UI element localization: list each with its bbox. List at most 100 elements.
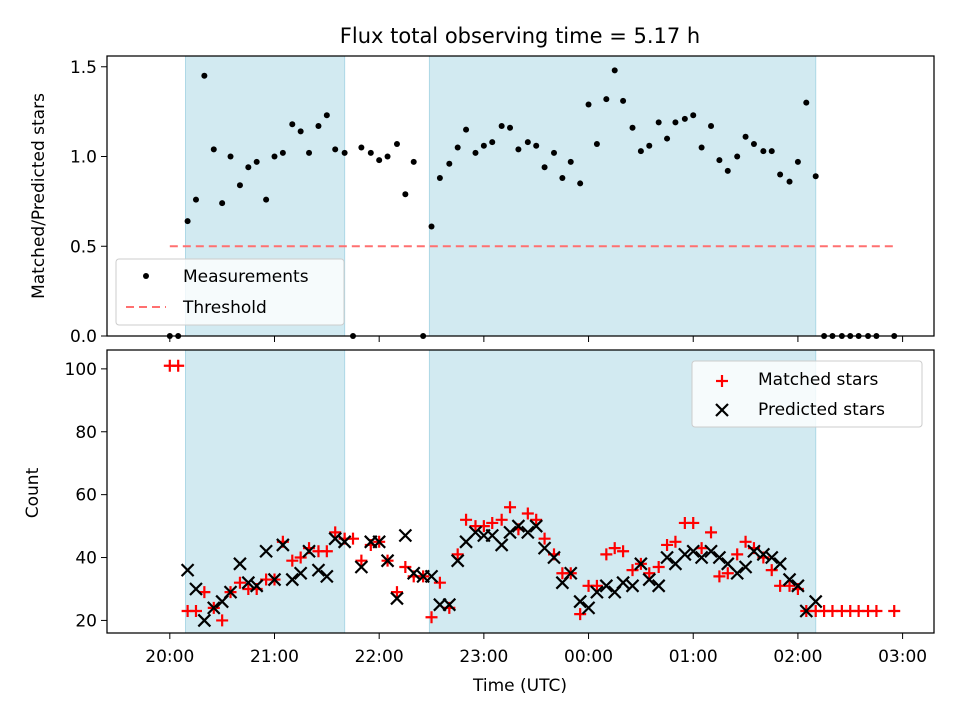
- measurement-point: [533, 142, 540, 149]
- legend-matched-marker: [716, 375, 728, 387]
- predicted-stars-series: [180, 519, 823, 628]
- measurement-point: [210, 146, 217, 153]
- matched-star-point: [460, 513, 473, 526]
- matched-star-point: [888, 604, 901, 617]
- bottom-y-tick-label: 40: [75, 549, 97, 569]
- predicted-star-point: [738, 560, 753, 574]
- measurement-point: [253, 158, 260, 165]
- matched-star-point: [477, 520, 490, 533]
- measurement-point: [698, 144, 705, 151]
- predicted-star-point: [563, 566, 578, 581]
- predicted-star-point: [704, 544, 718, 559]
- matched-star-point: [608, 542, 621, 555]
- measurement-point: [306, 149, 313, 156]
- measurement-point: [428, 223, 435, 230]
- measurement-point: [515, 146, 522, 153]
- measurement-point: [777, 171, 784, 178]
- matched-star-point: [189, 604, 202, 617]
- matched-star-point: [870, 604, 883, 617]
- panel-counts: 20 40 60 80 100 20:00 21:00 22:00 23:00 00:00 01:…: [23, 349, 935, 696]
- measurement-point: [794, 158, 801, 165]
- predicted-star-point: [773, 557, 787, 571]
- predicted-star-point: [730, 566, 744, 581]
- predicted-star-point: [180, 563, 195, 577]
- matched-star-point: [652, 560, 665, 573]
- measurement-point: [567, 158, 574, 165]
- matched-star-point: [661, 538, 674, 551]
- measurement-point: [524, 139, 531, 146]
- top-y-tick-label: 1.5: [70, 58, 97, 78]
- predicted-star-point: [634, 557, 648, 571]
- matched-star-point: [399, 560, 412, 573]
- predicted-star-point: [189, 582, 203, 596]
- predicted-star-point: [686, 544, 701, 559]
- measurement-point: [620, 97, 627, 104]
- measurement-point: [358, 144, 365, 151]
- measurement-point: [489, 139, 496, 146]
- measurement-point: [410, 158, 417, 165]
- measurement-point: [402, 191, 409, 198]
- measurement-point: [637, 148, 644, 155]
- measurement-point: [289, 121, 296, 128]
- predicted-star-point: [590, 585, 604, 599]
- measurement-point: [507, 124, 514, 131]
- bottom-y-tick-label: 80: [75, 423, 97, 443]
- legend-threshold-label: Threshold: [182, 298, 267, 318]
- measurement-point: [664, 135, 671, 142]
- measurement-point: [463, 126, 470, 133]
- measurement-point: [768, 148, 775, 155]
- measurement-point: [655, 119, 662, 126]
- top-y-ticks: 0.0 0.5 1.0 1.5: [70, 58, 107, 347]
- matched-star-point: [705, 526, 718, 539]
- matched-star-point: [216, 614, 229, 627]
- measurement-point: [750, 140, 757, 147]
- predicted-star-point: [625, 579, 640, 593]
- measurement-point: [541, 164, 548, 171]
- top-x-ticks: [169, 336, 904, 342]
- top-y-tick-label: 1.0: [70, 148, 97, 168]
- predicted-star-point: [337, 535, 352, 549]
- predicted-star-point: [424, 569, 439, 584]
- top-legend-box: [115, 258, 345, 326]
- matched-star-point: [687, 516, 700, 529]
- measurement-point: [315, 123, 322, 129]
- measurement-point: [611, 67, 618, 74]
- predicted-star-point: [529, 519, 543, 533]
- measurement-point: [219, 200, 226, 207]
- matched-star-point: [294, 551, 307, 564]
- predicted-star-point: [223, 585, 238, 599]
- chart-title: Flux total observing time = 5.17 h: [340, 24, 700, 48]
- matched-star-point: [504, 501, 517, 514]
- bottom-y-tick-label: 60: [75, 486, 97, 506]
- predicted-star-point: [599, 579, 614, 593]
- measurement-point: [629, 124, 636, 131]
- measurement-point: [585, 101, 592, 108]
- predicted-star-point: [380, 553, 395, 568]
- predicted-star-point: [197, 613, 212, 628]
- measurement-point: [279, 149, 286, 156]
- top-legend: Measurements Threshold: [115, 258, 345, 326]
- predicted-star-point: [616, 575, 630, 590]
- predicted-star-point: [660, 550, 674, 565]
- matched-star-point: [617, 545, 630, 558]
- predicted-star-point: [712, 550, 727, 565]
- measurement-point: [236, 182, 243, 189]
- matched-star-point: [495, 513, 508, 526]
- matched-star-point: [626, 564, 639, 577]
- matched-star-point: [574, 608, 587, 621]
- measurement-point: [724, 167, 731, 174]
- measurement-point: [498, 123, 505, 129]
- predicted-star-point: [320, 569, 334, 584]
- matched-star-point: [530, 513, 543, 526]
- matched-star-point: [233, 576, 246, 589]
- measurement-point: [672, 119, 679, 126]
- x-tick-label: 03:00: [878, 647, 927, 667]
- predicted-star-point: [249, 579, 264, 593]
- matched-star-point: [172, 359, 185, 372]
- x-tick-label: 00:00: [564, 647, 613, 667]
- measurement-point: [376, 157, 383, 164]
- predicted-star-point: [259, 544, 273, 559]
- predicted-star-point: [547, 550, 561, 565]
- measurement-point: [472, 149, 479, 156]
- measurement-point: [271, 153, 278, 160]
